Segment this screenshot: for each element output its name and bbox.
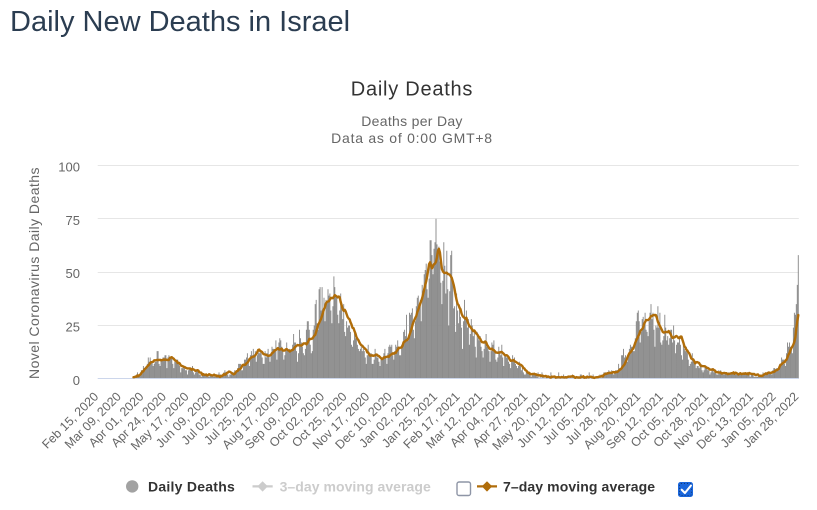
svg-text:0: 0: [73, 373, 80, 388]
svg-text:3–day moving average: 3–day moving average: [280, 479, 431, 495]
svg-text:Novel Coronavirus Daily Deaths: Novel Coronavirus Daily Deaths: [26, 167, 42, 379]
svg-text:Daily Deaths: Daily Deaths: [351, 79, 473, 101]
svg-text:7–day moving average: 7–day moving average: [503, 479, 655, 495]
svg-text:25: 25: [66, 320, 80, 335]
svg-text:100: 100: [58, 160, 80, 175]
svg-text:Daily Deaths: Daily Deaths: [148, 479, 235, 495]
svg-text:Data as of 0:00 GMT+8: Data as of 0:00 GMT+8: [331, 130, 493, 146]
svg-text:Deaths per Day: Deaths per Day: [361, 113, 462, 129]
svg-text:75: 75: [66, 213, 80, 228]
svg-text:50: 50: [66, 266, 80, 281]
